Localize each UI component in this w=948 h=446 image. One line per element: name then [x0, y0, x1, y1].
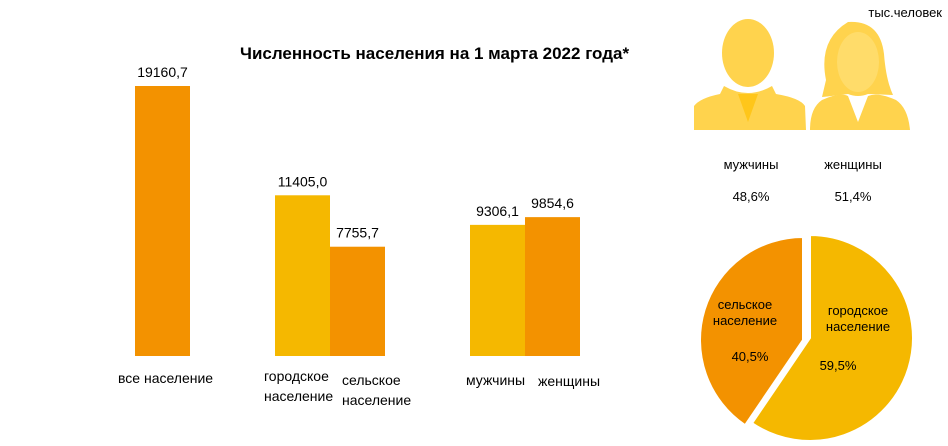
female-silhouette-icon [810, 21, 910, 130]
units-label: тыс.человек [868, 5, 942, 20]
category-label-rural: сельское население [342, 372, 412, 408]
pie-slice-urban [750, 233, 914, 442]
bar-urban [275, 195, 330, 356]
category-label-men: мужчины [466, 372, 526, 388]
category-label-all: все население [118, 370, 214, 386]
value-label-rural: 7755,7 [336, 225, 379, 241]
bar-all [135, 86, 190, 356]
gender-women-share: 51,4% [834, 189, 872, 204]
value-label-urban: 11405,0 [278, 173, 328, 189]
bar-rural [330, 246, 385, 356]
male-silhouette-icon [694, 19, 806, 130]
chart-title: Численность населения на 1 марта 2022 го… [240, 44, 630, 63]
bar-women [525, 217, 580, 356]
pie-label-rural: сельское население [712, 297, 778, 328]
gender-men: мужчины 48,6% [712, 141, 790, 221]
bar-men [470, 224, 525, 356]
value-label-women: 9854,6 [531, 195, 574, 211]
gender-women-label: женщины [824, 157, 882, 172]
gender-women: женщины 51,4% [813, 141, 893, 221]
pie-value-urban: 59,5% [819, 358, 857, 373]
pie-label-urban: городское население [825, 303, 891, 334]
gender-men-share: 48,6% [732, 189, 770, 204]
value-label-all: 19160,7 [137, 64, 188, 80]
pie-slice-rural [699, 235, 804, 427]
category-label-women: женщины [538, 373, 601, 389]
value-label-men: 9306,1 [476, 203, 519, 219]
pie-value-rural: 40,5% [731, 349, 769, 364]
gender-men-label: мужчины [723, 157, 779, 172]
category-label-urban: городское население [264, 368, 334, 404]
